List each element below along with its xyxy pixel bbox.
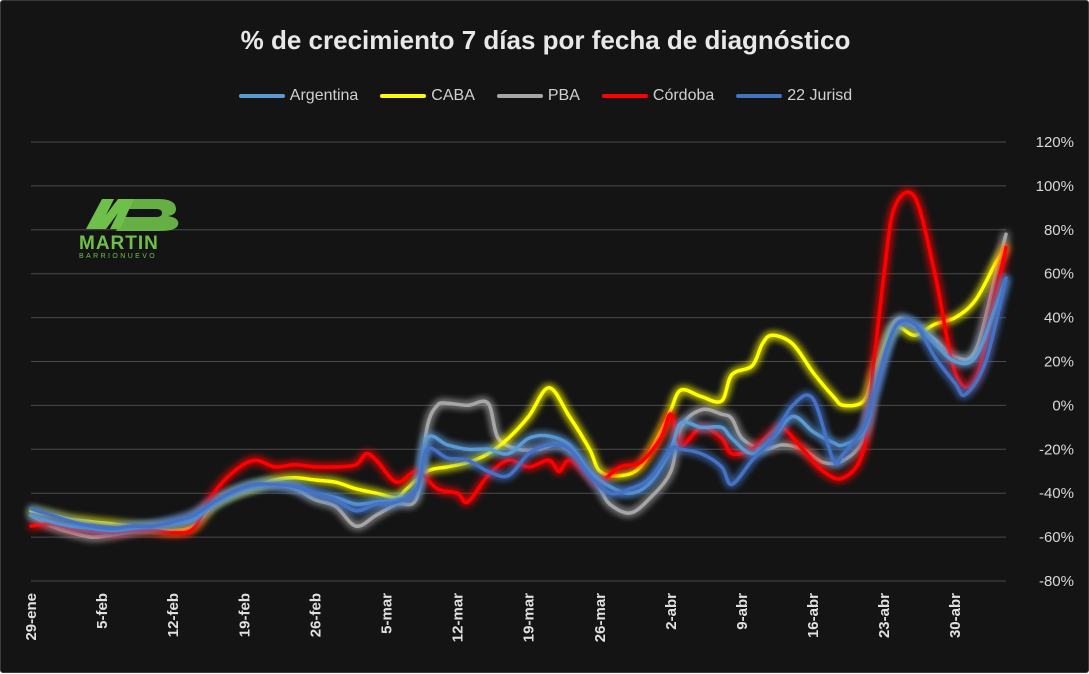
x-tick-label: 19-mar: [521, 593, 538, 642]
x-tick-label: 12-mar: [450, 593, 467, 642]
legend-item-cordoba: Córdoba: [601, 87, 715, 105]
x-tick-label: 19-feb: [236, 593, 253, 637]
y-tick-label: -80%: [1039, 573, 1074, 590]
legend-swatch-22-jurisd: [736, 94, 783, 98]
x-tick-label: 5-feb: [94, 593, 111, 629]
legend-label-argentina: Argentina: [289, 87, 359, 104]
logo-name: MARTIN: [79, 233, 159, 254]
legend-item-caba: CABA: [380, 87, 475, 105]
y-tick-label: -40%: [1039, 485, 1074, 502]
legend-item-pba: PBA: [496, 87, 580, 105]
y-tick-label: 80%: [1044, 222, 1074, 239]
x-axis-ticks: 29-ene 5-feb 12-feb 19-feb 26-feb 5-mar 12-mar…: [23, 593, 964, 642]
legend-label-pba: PBA: [547, 87, 580, 104]
x-tick-label: 12-feb: [165, 593, 182, 637]
x-tick-label: 5-mar: [379, 593, 396, 634]
y-tick-label: 60%: [1044, 266, 1074, 283]
legend-label-caba: CABA: [431, 87, 475, 104]
legend-swatch-argentina: [238, 94, 285, 98]
legend-swatch-pba: [496, 94, 543, 98]
series-line-pba: [29, 232, 1008, 539]
legend-label-22-jurisd: 22 Jurisd: [787, 87, 853, 104]
y-axis-ticks: -80% -60% -40% -20% 0% 20% 40% 60% 80% 100% 120%: [1036, 134, 1074, 590]
chart-title: % de crecimiento 7 días por fecha de dia…: [240, 25, 851, 55]
logo-icon: [86, 199, 179, 231]
x-tick-label: 30-abr: [947, 593, 964, 638]
chart-legend: Argentina CABA PBA Córdoba 22 Jurisd: [1, 87, 1089, 105]
x-tick-label: 9-abr: [734, 593, 751, 630]
x-tick-label: 2-abr: [663, 593, 680, 630]
y-tick-label: 20%: [1044, 354, 1074, 371]
series-lines: [29, 190, 1008, 539]
logo-subtitle: BARRIONUEVO: [79, 253, 158, 260]
series-line-22-jurisd: [29, 276, 1008, 531]
x-tick-label: 26-mar: [592, 593, 609, 642]
legend-label-cordoba: Córdoba: [652, 87, 715, 104]
series-line-c-rdoba: [29, 190, 1008, 535]
y-tick-label: 100%: [1036, 178, 1074, 195]
y-tick-label: 120%: [1036, 134, 1074, 151]
legend-swatch-caba: [380, 94, 427, 98]
x-tick-label: 26-feb: [307, 593, 324, 637]
legend-item-22-jurisd: 22 Jurisd: [736, 87, 852, 105]
y-tick-label: 40%: [1044, 310, 1074, 327]
series-line-caba: [29, 245, 1008, 533]
y-tick-label: -60%: [1039, 529, 1074, 546]
y-tick-label: 0%: [1052, 397, 1074, 414]
x-tick-label: 29-ene: [23, 593, 40, 641]
x-tick-label: 23-abr: [876, 593, 893, 638]
legend-swatch-cordoba: [601, 94, 648, 98]
x-tick-label: 16-abr: [805, 593, 822, 638]
y-tick-label: -20%: [1039, 441, 1074, 458]
legend-item-argentina: Argentina: [238, 87, 359, 105]
